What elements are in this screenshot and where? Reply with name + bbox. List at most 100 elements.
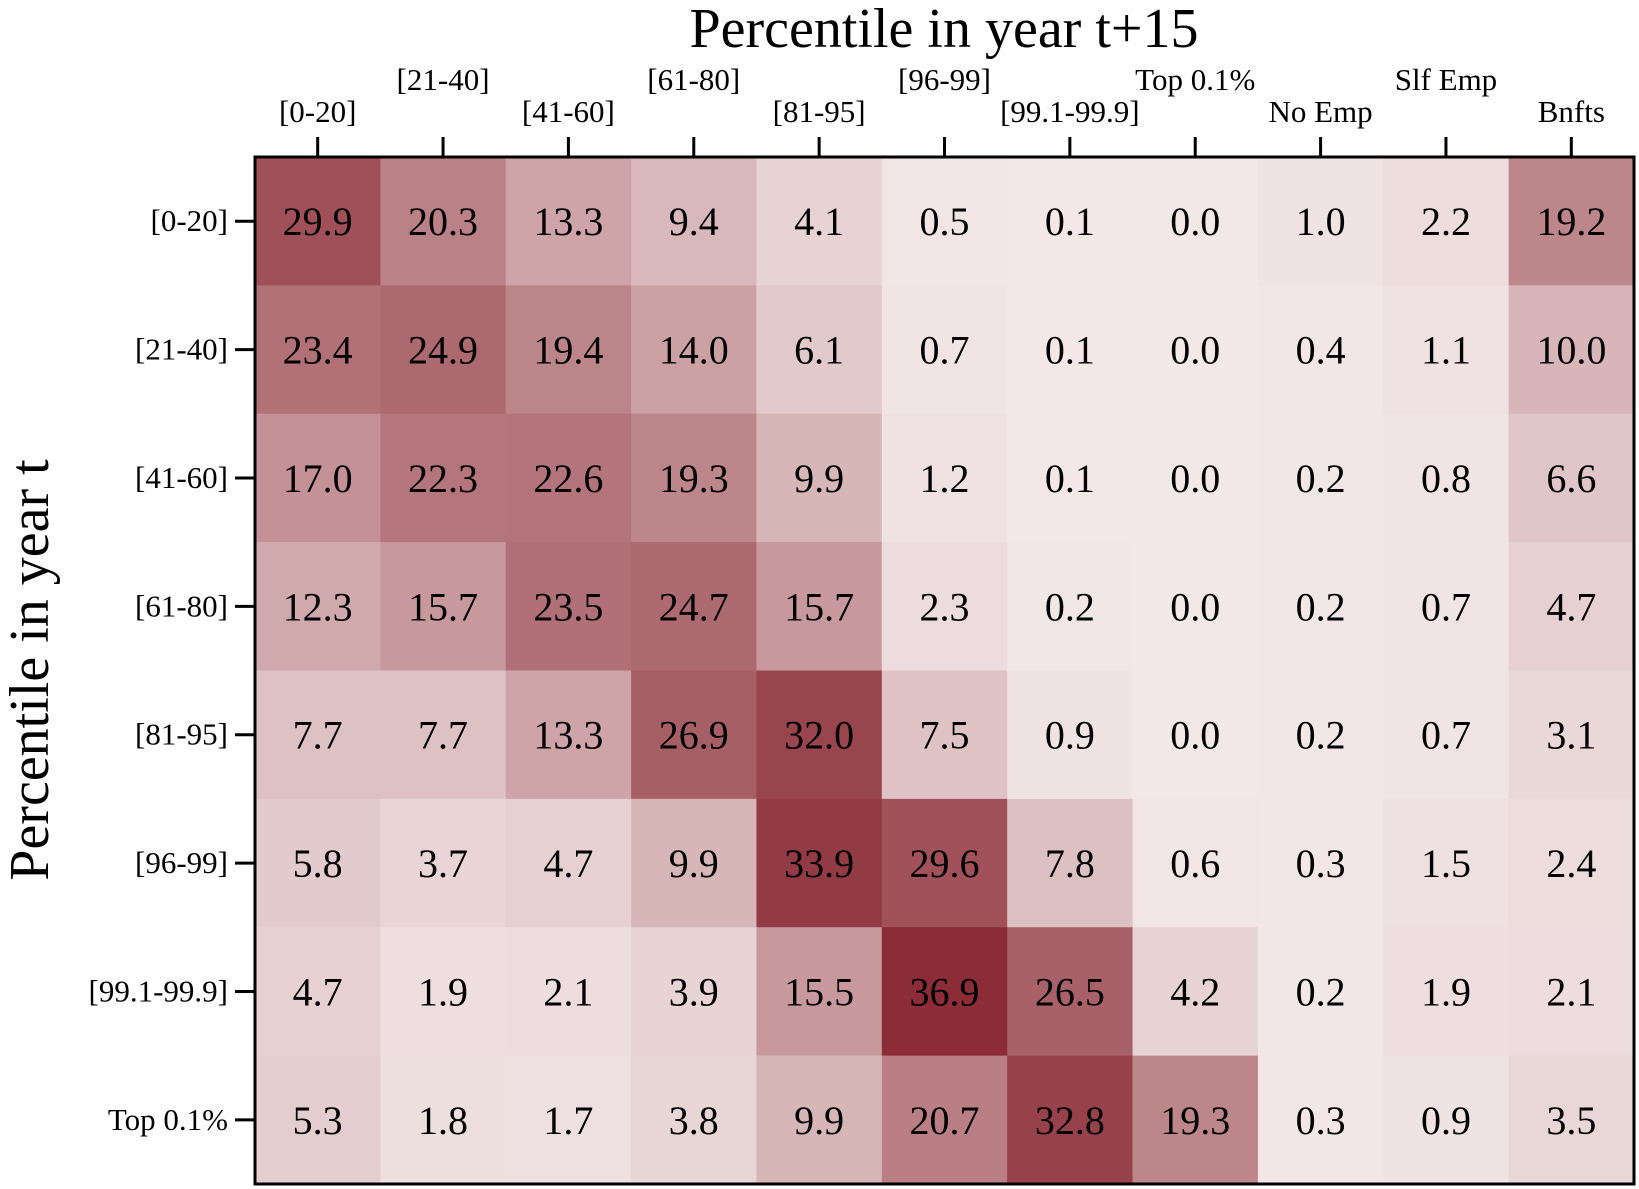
cell-value-label: 7.7 [293, 713, 343, 758]
x-tick-label: [61-80] [647, 62, 740, 97]
heatmap-cell [1508, 157, 1635, 286]
heatmap-cell [255, 285, 381, 415]
cell-value-label: 33.9 [784, 841, 854, 886]
cell-value-label: 0.8 [1421, 456, 1471, 501]
cell-value-label: 0.2 [1045, 584, 1095, 629]
heatmap-cell [1257, 285, 1384, 415]
y-tick-label: [41-60] [135, 460, 228, 495]
cell-value-label: 0.0 [1170, 199, 1220, 244]
cell-value-label: 36.9 [910, 969, 980, 1014]
cell-value-label: 22.6 [533, 456, 603, 501]
cell-value-label: 1.8 [418, 1098, 468, 1143]
heatmap-cell [380, 285, 507, 415]
heatmap-cell [1257, 157, 1384, 286]
cell-value-label: 0.9 [1421, 1098, 1471, 1143]
cell-value-label: 0.1 [1045, 328, 1095, 373]
heatmap-cell [505, 413, 632, 543]
cell-value-label: 32.8 [1035, 1098, 1105, 1143]
cell-value-label: 0.0 [1170, 584, 1220, 629]
heatmap-cell [756, 413, 883, 543]
heatmap-cell [1257, 927, 1384, 1057]
cell-value-label: 29.9 [283, 199, 353, 244]
cell-value-label: 3.9 [669, 969, 719, 1014]
heatmap-cell [255, 1055, 381, 1185]
cell-value-label: 24.7 [659, 584, 729, 629]
heatmap-cell [1257, 798, 1384, 928]
heatmap-cell [1007, 670, 1134, 800]
cell-value-label: 19.4 [533, 328, 603, 373]
y-tick-label: Top 0.1% [108, 1102, 228, 1137]
heatmap-cell [756, 927, 883, 1057]
y-tick-label: [21-40] [135, 332, 228, 367]
heatmap-cell [505, 1055, 632, 1185]
cell-value-label: 6.1 [794, 328, 844, 373]
x-axis: [0-20] [21-40] [41-60] [61-80] [81-95] [96-99… [279, 62, 1605, 1189]
cell-value-label: 0.9 [1045, 713, 1095, 758]
heatmap-cell [255, 413, 381, 543]
cell-value-label: 22.3 [408, 456, 478, 501]
cell-value-label: 19.3 [659, 456, 729, 501]
cell-value-label: 0.0 [1170, 328, 1220, 373]
cell-value-label: 0.7 [1421, 713, 1471, 758]
cell-value-label: 0.6 [1170, 841, 1220, 886]
heatmap-cell [1383, 413, 1510, 543]
cell-value-label: 0.0 [1170, 456, 1220, 501]
cell-value-label: 0.1 [1045, 456, 1095, 501]
heatmap-cell [505, 285, 632, 415]
cell-value-label: 0.0 [1170, 713, 1220, 758]
cell-value-label: 2.1 [1546, 969, 1596, 1014]
x-tick-label: [21-40] [397, 62, 490, 97]
y-tick-label: [81-95] [135, 717, 228, 752]
cell-value-label: 7.8 [1045, 841, 1095, 886]
heatmap-cell [380, 927, 507, 1057]
heatmap-cell [631, 927, 757, 1057]
x-tick-label: [96-99] [898, 62, 991, 97]
cell-value-label: 6.6 [1546, 456, 1596, 501]
cell-value-label: 0.1 [1045, 199, 1095, 244]
heatmap-cell [380, 413, 507, 543]
cell-value-label: 0.3 [1296, 841, 1346, 886]
cell-value-label: 4.1 [794, 199, 844, 244]
cell-value-label: 29.6 [910, 841, 980, 886]
cell-value-label: 3.7 [418, 841, 468, 886]
heatmap-cell [1007, 927, 1134, 1057]
heatmap-cell [631, 1055, 757, 1185]
heatmap-cell [631, 413, 757, 543]
heatmap-cell [505, 927, 632, 1057]
heatmap-cell [1257, 413, 1384, 543]
x-tick-label: [0-20] [279, 94, 356, 129]
y-axis-title: Percentile in year t [0, 459, 61, 881]
heatmap-cell [505, 542, 632, 671]
heatmap-cell [881, 798, 1008, 928]
cell-value-label: 23.5 [533, 584, 603, 629]
cell-value-label: 4.7 [543, 841, 593, 886]
heatmap-cell [1257, 670, 1384, 800]
heatmap-cell [1257, 542, 1384, 671]
heatmap-cell [1132, 670, 1259, 800]
cell-value-label: 10.0 [1536, 328, 1606, 373]
cell-value-label: 19.2 [1536, 199, 1606, 244]
cell-value-label: 2.4 [1546, 841, 1596, 886]
heatmap-cell [1132, 927, 1259, 1057]
x-tick-label: [81-95] [773, 94, 866, 129]
cell-value-label: 0.7 [920, 328, 970, 373]
cell-value-label: 14.0 [659, 328, 729, 373]
heatmap-cell [1007, 1055, 1134, 1185]
heatmap-cell [1383, 670, 1510, 800]
heatmap-cell [1508, 542, 1635, 671]
cell-value-label: 0.4 [1296, 328, 1346, 373]
cell-value-label: 7.5 [920, 713, 970, 758]
cell-value-label: 15.7 [784, 584, 854, 629]
heatmap-cell [631, 542, 757, 671]
cell-value-label: 1.2 [920, 456, 970, 501]
heatmap-cell [881, 1055, 1008, 1185]
heatmap-cell [631, 798, 757, 928]
heatmap-cell [1007, 542, 1134, 671]
cell-value-label: 17.0 [283, 456, 353, 501]
cell-value-label: 4.2 [1170, 969, 1220, 1014]
cell-value-label: 1.9 [418, 969, 468, 1014]
cell-value-label: 9.9 [794, 1098, 844, 1143]
cell-value-label: 1.5 [1421, 841, 1471, 886]
cell-value-label: 3.1 [1546, 713, 1596, 758]
heatmap-cell [380, 542, 507, 671]
